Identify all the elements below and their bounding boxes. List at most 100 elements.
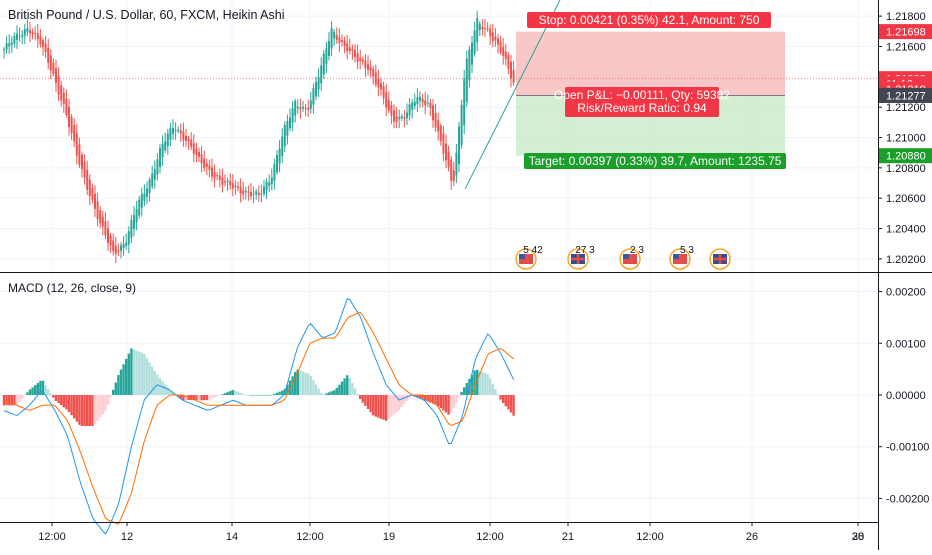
candle-body xyxy=(159,147,161,167)
candle-body xyxy=(265,181,268,191)
candle-body xyxy=(23,29,26,36)
candle-body xyxy=(73,125,76,142)
histogram-bar xyxy=(320,392,323,395)
candle-body xyxy=(364,60,367,69)
candle-body xyxy=(473,30,476,54)
candle-body xyxy=(143,193,146,201)
candle-body xyxy=(34,32,37,34)
candle-body xyxy=(458,126,460,165)
candle-body xyxy=(234,185,237,187)
candle-body xyxy=(226,180,229,182)
histogram-bar xyxy=(470,374,474,395)
histogram-bar xyxy=(299,370,302,395)
histogram-bar xyxy=(197,394,201,401)
candle-body xyxy=(356,53,359,62)
histogram-bar xyxy=(486,374,489,395)
candle-body xyxy=(393,110,395,122)
candle-body xyxy=(8,43,11,47)
histogram-bar xyxy=(512,394,515,416)
histogram-bar xyxy=(104,394,107,412)
histogram-bar xyxy=(106,394,110,405)
histogram-bar xyxy=(338,384,341,395)
candle-body xyxy=(291,108,294,123)
histogram-bar xyxy=(80,394,84,427)
candle-body xyxy=(156,159,159,175)
histogram-bar xyxy=(140,352,143,395)
candle-body xyxy=(294,100,297,116)
histogram-bar xyxy=(73,394,76,419)
candle-body xyxy=(36,33,39,40)
histogram-bar xyxy=(223,393,227,395)
candle-body xyxy=(463,78,466,126)
candle-body xyxy=(16,33,18,40)
candle-body xyxy=(408,104,411,116)
price-tick-label: 1.21000 xyxy=(886,133,926,145)
candle-body xyxy=(190,139,193,147)
candle-body xyxy=(205,163,208,168)
histogram-bar xyxy=(218,394,221,396)
histogram-bar xyxy=(478,370,481,395)
histogram-bar xyxy=(2,394,6,406)
histogram-bar xyxy=(307,373,310,395)
us-flag-icon xyxy=(623,254,637,264)
candle-body xyxy=(276,154,278,173)
histogram-bar xyxy=(335,387,338,395)
candle-body xyxy=(395,116,398,123)
price-tag-box xyxy=(879,148,932,164)
histogram-bar xyxy=(317,388,320,395)
histogram-bar xyxy=(60,394,63,406)
candle-body xyxy=(179,130,182,134)
histogram-bar xyxy=(70,394,73,416)
candle-body xyxy=(239,186,242,194)
histogram-bar xyxy=(244,394,247,396)
histogram-bar xyxy=(205,394,208,401)
histogram-bar xyxy=(476,369,479,395)
histogram-bar xyxy=(377,394,380,418)
histogram-bar xyxy=(359,394,362,400)
histogram-bar xyxy=(281,390,284,395)
candle-body xyxy=(130,219,133,238)
price-tick-label: 1.20400 xyxy=(886,224,926,236)
histogram-bar xyxy=(39,380,42,395)
histogram-bar xyxy=(192,394,195,401)
histogram-bar xyxy=(135,350,138,395)
histogram-bar xyxy=(10,394,13,406)
candle-body xyxy=(101,216,104,227)
candle-body xyxy=(39,36,42,45)
histogram-bar xyxy=(112,389,115,395)
histogram-bar xyxy=(465,383,468,395)
price-tick-label: 1.20200 xyxy=(886,254,926,266)
histogram-bar xyxy=(460,391,463,395)
event-count: 5 42 xyxy=(523,245,543,256)
candle-body xyxy=(252,194,255,196)
time-tick-label: 30 xyxy=(852,531,864,543)
candle-body xyxy=(31,31,34,34)
histogram-bar xyxy=(257,394,260,396)
candle-body xyxy=(208,165,211,170)
candle-body xyxy=(502,46,505,57)
us-flag-icon xyxy=(519,254,533,264)
candle-body xyxy=(289,117,291,129)
candle-body xyxy=(213,172,216,179)
candle-body xyxy=(512,70,515,83)
histogram-bar xyxy=(93,394,97,424)
candle-body xyxy=(348,47,351,52)
candle-body xyxy=(426,102,429,104)
histogram-bar xyxy=(390,394,393,417)
histogram-bar xyxy=(177,394,180,397)
candle-body xyxy=(122,244,125,248)
candle-body xyxy=(377,78,380,88)
histogram-bar xyxy=(203,394,206,401)
histogram-bar xyxy=(356,393,359,395)
price-tick-label: 1.20600 xyxy=(886,193,926,205)
candle-body xyxy=(161,143,164,158)
histogram-bar xyxy=(268,394,271,396)
histogram-bar xyxy=(294,372,297,395)
histogram-bar xyxy=(431,394,435,404)
candle-body xyxy=(335,35,338,40)
candle-body xyxy=(138,199,141,216)
histogram-bar xyxy=(78,394,81,425)
histogram-bar xyxy=(208,394,211,400)
histogram-bar xyxy=(75,394,78,422)
